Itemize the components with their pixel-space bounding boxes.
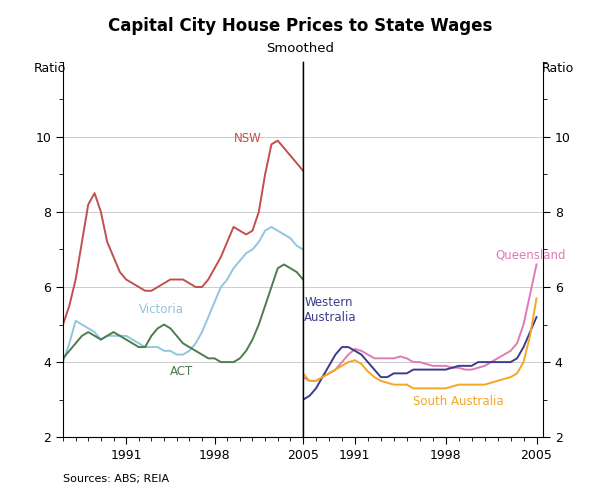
Text: Sources: ABS; REIA: Sources: ABS; REIA [63,474,169,484]
Text: Capital City House Prices to State Wages: Capital City House Prices to State Wages [108,17,492,35]
Text: ACT: ACT [170,365,194,378]
Text: South Australia: South Australia [413,395,504,408]
Text: NSW: NSW [233,132,261,145]
Text: Ratio: Ratio [34,62,67,75]
Text: Queensland: Queensland [495,249,565,262]
Text: Victoria: Victoria [139,303,184,316]
Text: Ratio: Ratio [542,62,574,75]
Text: Smoothed: Smoothed [266,42,334,55]
Text: Western
Australia: Western Australia [304,296,357,324]
